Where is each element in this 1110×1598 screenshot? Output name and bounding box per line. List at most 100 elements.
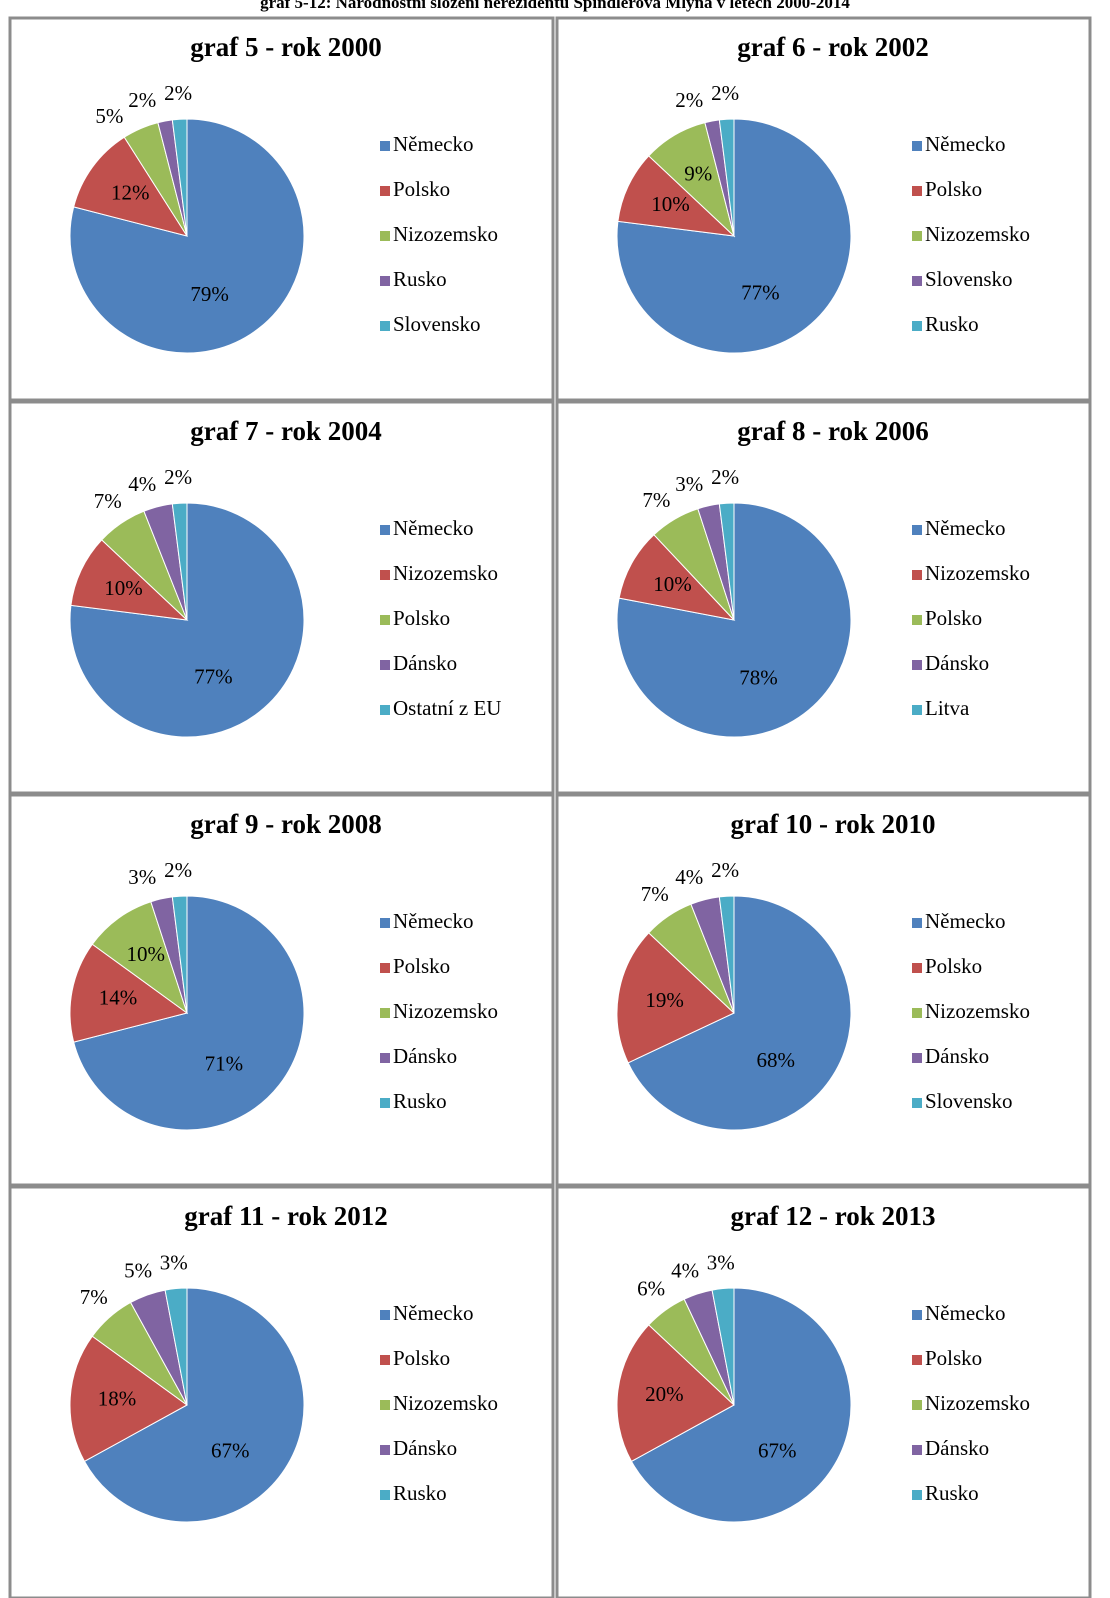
data-label: 2% [164,465,192,489]
legend-label: Dánsko [393,1044,457,1068]
data-label: 9% [684,161,712,185]
legend-swatch [380,1490,390,1500]
legend-label: Německo [393,909,473,933]
data-label: 79% [190,282,229,306]
legend-label: Nizozemsko [925,999,1030,1023]
data-label: 2% [164,858,192,882]
data-label: 5% [95,104,123,128]
legend-label: Slovensko [925,1089,1013,1113]
data-label: 78% [739,665,778,689]
legend-label: Polsko [393,1346,450,1370]
legend-label: Polsko [925,954,982,978]
data-label: 12% [111,181,150,205]
data-label: 2% [711,858,739,882]
legend-label: Rusko [393,1481,447,1505]
legend-swatch [912,141,922,151]
data-label: 20% [645,1382,684,1406]
chart-title: graf 12 - rok 2013 [731,1201,936,1231]
legend-swatch [380,1053,390,1063]
legend-label: Nizozemsko [925,561,1030,585]
legend-label: Litva [925,696,970,720]
pie-slice [171,118,188,237]
legend-swatch [380,615,390,625]
legend-label: Polsko [925,177,982,201]
legend-swatch [912,525,922,535]
data-label: 2% [711,465,739,489]
data-label: 3% [160,1250,188,1274]
data-label: 2% [675,88,703,112]
chart-title: graf 7 - rok 2004 [190,416,381,446]
legend-swatch [380,705,390,715]
legend-label: Rusko [925,312,979,336]
legend-label: Rusko [925,1481,979,1505]
legend-label: Německo [925,132,1005,156]
pie-slice [69,1335,188,1463]
legend-label: Německo [925,909,1005,933]
data-label: 10% [653,572,692,596]
legend-label: Dánsko [925,1436,989,1460]
data-label: 4% [128,472,156,496]
legend-label: Německo [925,516,1005,540]
legend-label: Polsko [925,606,982,630]
data-label: 2% [711,81,739,105]
legend-swatch [380,321,390,331]
data-label: 7% [641,882,669,906]
data-label: 14% [99,986,138,1010]
legend-label: Dánsko [925,1044,989,1068]
legend-label: Německo [393,516,473,540]
legend-swatch [380,141,390,151]
legend-swatch [912,231,922,241]
pie-slice [70,539,189,621]
legend-label: Rusko [393,267,447,291]
legend-swatch [912,1098,922,1108]
legend-swatch [912,705,922,715]
legend-label: Dánsko [393,651,457,675]
chart-title: graf 11 - rok 2012 [184,1201,388,1231]
data-label: 4% [675,865,703,889]
legend-swatch [380,231,390,241]
pie-slice [617,155,736,237]
data-label: 68% [756,1048,795,1072]
chart-title: graf 9 - rok 2008 [190,809,381,839]
legend-label: Polsko [393,606,450,630]
pie-slice [171,502,188,621]
data-label: 7% [94,489,122,513]
data-label: 4% [671,1259,699,1283]
data-label: 2% [128,88,156,112]
legend-label: Rusko [393,1089,447,1113]
pie-slice [73,895,305,1131]
legend-swatch [380,660,390,670]
legend-swatch [912,1490,922,1500]
legend-swatch [912,1053,922,1063]
data-label: 19% [645,988,684,1012]
legend-swatch [380,570,390,580]
pie-slice [69,943,189,1043]
legend-swatch [912,186,922,196]
pie-slice [630,1287,852,1523]
legend-swatch [912,570,922,580]
legend-swatch [912,276,922,286]
legend-label: Nizozemsko [393,222,498,246]
chart-title: graf 6 - rok 2002 [737,32,928,62]
pie-slice [91,901,188,1015]
legend-swatch [912,963,922,973]
data-label: 7% [642,488,670,512]
data-label: 71% [205,1052,244,1076]
data-label: 3% [128,865,156,889]
pie-slice [718,502,735,621]
pie-slice [618,534,736,621]
pie-slice [164,1287,188,1406]
pie-slice [718,895,735,1014]
pie-slice [711,1287,735,1406]
legend-label: Nizozemsko [393,1391,498,1415]
legend-swatch [380,1445,390,1455]
pie-slice [627,895,852,1131]
legend-swatch [380,525,390,535]
legend-swatch [380,1400,390,1410]
legend-swatch [380,1310,390,1320]
legend-label: Nizozemsko [393,999,498,1023]
legend-label: Ostatní z EU [393,696,501,720]
chart-title: graf 10 - rok 2010 [731,809,936,839]
chart-title: graf 8 - rok 2006 [737,416,928,446]
legend-label: Nizozemsko [925,1391,1030,1415]
